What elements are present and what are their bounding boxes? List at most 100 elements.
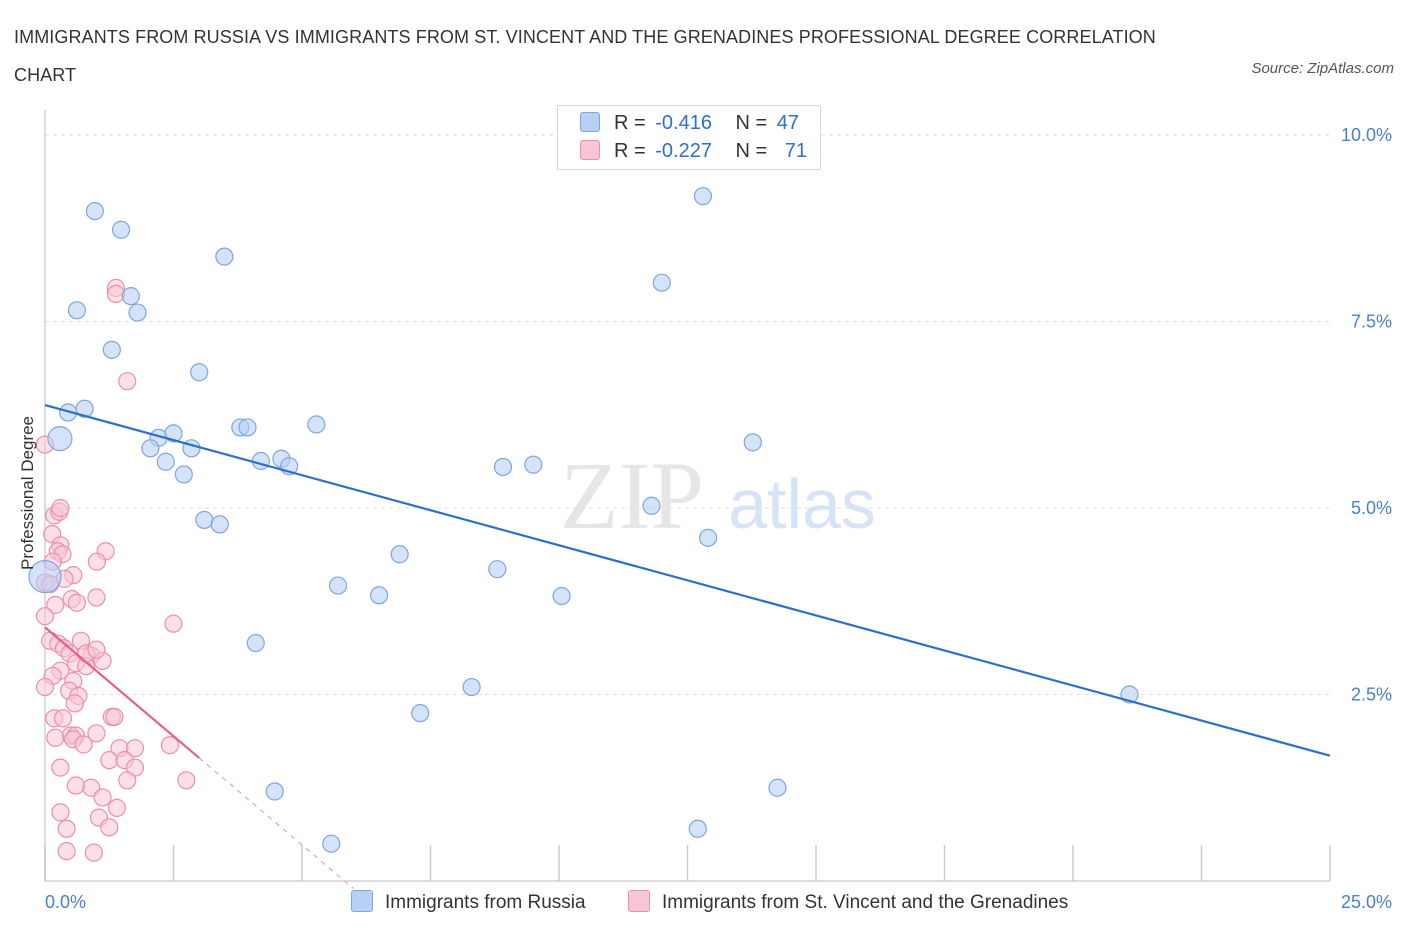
point-russia — [462, 677, 481, 697]
chart-source: Source: ZipAtlas.com — [1251, 60, 1394, 77]
point-russia — [768, 778, 787, 797]
bottom-legend-label-russia: Immigrants from Russia — [385, 892, 586, 913]
point-russia — [128, 303, 147, 322]
y-tick-label: 7.5% — [1351, 312, 1392, 332]
point-russia — [265, 782, 284, 801]
y-tick-label: 10.0% — [1341, 125, 1392, 145]
legend-r-label: R = — [614, 140, 646, 162]
point-russia — [75, 399, 94, 418]
point-russia — [238, 418, 257, 437]
point-stvincent — [51, 498, 70, 518]
point-stvincent — [51, 803, 70, 822]
point-russia — [493, 457, 513, 477]
correlation-legend: R = -0.416 N = 47 R = -0.227 N = 71 — [557, 105, 821, 170]
y-tick-labels: 2.5% 5.0% 7.5% 10.0% — [1341, 125, 1392, 705]
point-stvincent — [46, 728, 65, 747]
legend-n-label: N = — [735, 140, 768, 162]
point-russia — [307, 415, 326, 434]
point-russia — [488, 560, 507, 579]
point-stvincent — [87, 724, 106, 743]
point-russia — [652, 273, 671, 292]
trend-line-russia — [44, 403, 1331, 757]
point-russia — [370, 586, 389, 605]
legend-n-value-russia: 47 — [776, 112, 800, 134]
point-stvincent — [118, 372, 137, 391]
legend-swatch-russia — [580, 112, 600, 132]
point-russia — [174, 465, 193, 484]
point-russia — [688, 819, 707, 838]
legend-row-russia: R = -0.416 N = 47 — [580, 112, 799, 138]
point-russia — [524, 455, 543, 474]
point-stvincent — [160, 736, 180, 755]
point-russia — [743, 433, 762, 452]
point-russia — [552, 586, 571, 606]
point-russia — [195, 510, 214, 530]
point-russia — [251, 451, 270, 471]
x-axis-ticks — [44, 845, 1331, 881]
point-stvincent — [100, 818, 119, 837]
point-stvincent — [57, 842, 76, 861]
point-stvincent — [57, 819, 76, 838]
point-stvincent — [100, 751, 119, 770]
legend-r-label: R = — [614, 112, 646, 134]
point-russia — [328, 576, 348, 595]
point-stvincent — [87, 588, 106, 607]
chart-title: IMMIGRANTS FROM RUSSIA VS IMMIGRANTS FRO… — [14, 27, 1156, 85]
bottom-legend-label-stvincent: Immigrants from St. Vincent and the Gren… — [662, 892, 1069, 913]
legend-row-stvincent: R = -0.227 N = 71 — [580, 140, 807, 166]
point-stvincent — [65, 694, 84, 713]
legend-n-value-stvincent: 71 — [784, 140, 808, 162]
point-russia — [411, 704, 430, 723]
point-russia — [246, 633, 265, 653]
watermark-atlas: atlas — [728, 465, 876, 543]
point-stvincent — [87, 640, 106, 659]
point-stvincent — [125, 739, 145, 758]
point-russia — [390, 545, 409, 564]
trend-lines — [44, 403, 1331, 889]
point-russia — [164, 424, 183, 443]
point-stvincent — [177, 771, 196, 790]
bottom-legend-stvincent: Immigrants from St. Vincent and the Gren… — [628, 890, 1068, 914]
grid-lines — [45, 134, 1330, 695]
point-russia — [121, 287, 140, 306]
y-axis-label: Professional Degree — [18, 416, 37, 570]
point-stvincent — [118, 771, 137, 790]
point-russia — [85, 201, 104, 221]
point-stvincent — [107, 798, 127, 817]
point-russia — [67, 301, 86, 320]
legend-r-value-stvincent: -0.227 — [655, 140, 712, 162]
point-stvincent — [53, 709, 73, 728]
point-russia — [215, 247, 234, 266]
legend-n-label: N = — [735, 112, 768, 134]
point-russia — [190, 363, 209, 382]
x-tick-label: 0.0% — [45, 892, 86, 912]
legend-swatch-stvincent — [580, 140, 600, 160]
y-tick-label: 5.0% — [1351, 498, 1392, 518]
bottom-legend-swatch-russia — [351, 890, 373, 912]
point-russia — [210, 515, 229, 534]
point-russia — [47, 426, 73, 452]
point-russia — [642, 496, 661, 515]
point-stvincent — [87, 552, 107, 571]
point-stvincent — [93, 788, 112, 807]
point-russia — [111, 220, 131, 239]
bottom-legend-swatch-stvincent — [628, 890, 650, 912]
point-stvincent — [51, 758, 70, 777]
point-stvincent — [106, 284, 126, 303]
trend-line-stvincent — [44, 626, 200, 759]
y-tick-label: 2.5% — [1351, 685, 1392, 705]
point-stvincent — [35, 607, 55, 626]
point-russia — [141, 439, 160, 458]
point-stvincent — [74, 735, 93, 754]
x-tick-labels: 0.0% 25.0% — [45, 892, 1392, 912]
series-stvincent-points — [35, 278, 196, 862]
point-stvincent — [105, 707, 124, 726]
point-stvincent — [67, 593, 86, 612]
point-russia — [693, 187, 713, 206]
point-russia — [102, 340, 121, 359]
watermark-zip: ZIP — [560, 442, 704, 549]
point-russia — [322, 834, 341, 853]
series-russia-points — [28, 187, 1139, 853]
point-russia — [28, 560, 62, 594]
